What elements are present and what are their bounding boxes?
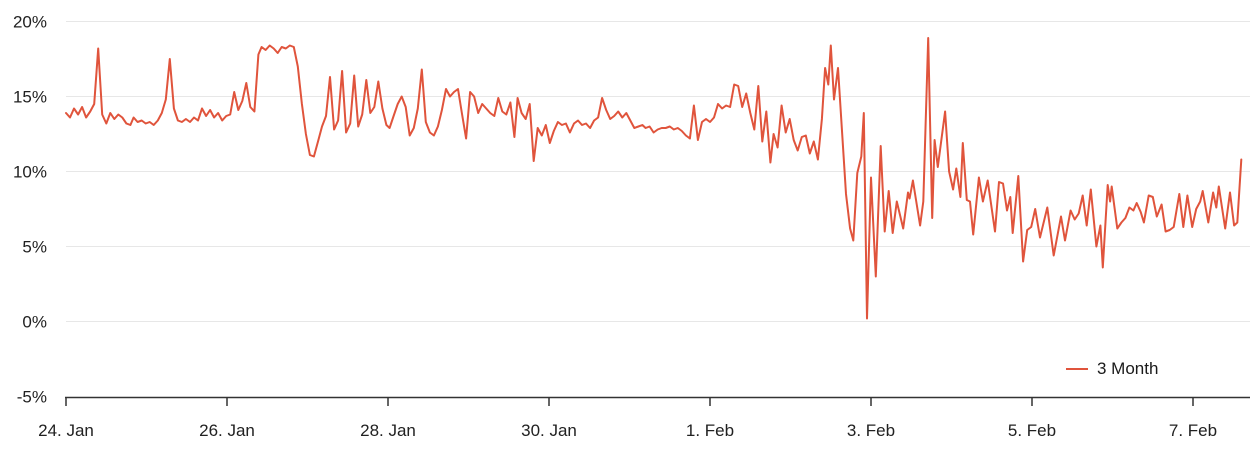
series-line-3-month — [65, 37, 1243, 320]
x-axis-tick-label: 3. Feb — [847, 421, 895, 440]
y-axis-tick-label: 5% — [22, 238, 47, 257]
legend-item-3-month[interactable]: 3 Month — [1066, 359, 1158, 379]
x-axis-tick-label: 7. Feb — [1169, 421, 1217, 440]
x-axis-tick-label: 28. Jan — [360, 421, 416, 440]
x-axis-tick-label: 26. Jan — [199, 421, 255, 440]
y-axis-tick-label: 20% — [13, 13, 47, 32]
y-axis-tick-label: 0% — [22, 313, 47, 332]
x-axis-tick-label: 30. Jan — [521, 421, 577, 440]
x-axis-tick-label: 24. Jan — [38, 421, 94, 440]
x-axis-tick-label: 1. Feb — [686, 421, 734, 440]
x-axis-tick-label: 5. Feb — [1008, 421, 1056, 440]
y-axis-tick-label: 10% — [13, 163, 47, 182]
y-axis-tick-label: -5% — [17, 388, 47, 407]
legend-label: 3 Month — [1097, 359, 1159, 378]
legend-line-marker — [1066, 368, 1088, 370]
y-axis-tick-label: 15% — [13, 88, 47, 107]
